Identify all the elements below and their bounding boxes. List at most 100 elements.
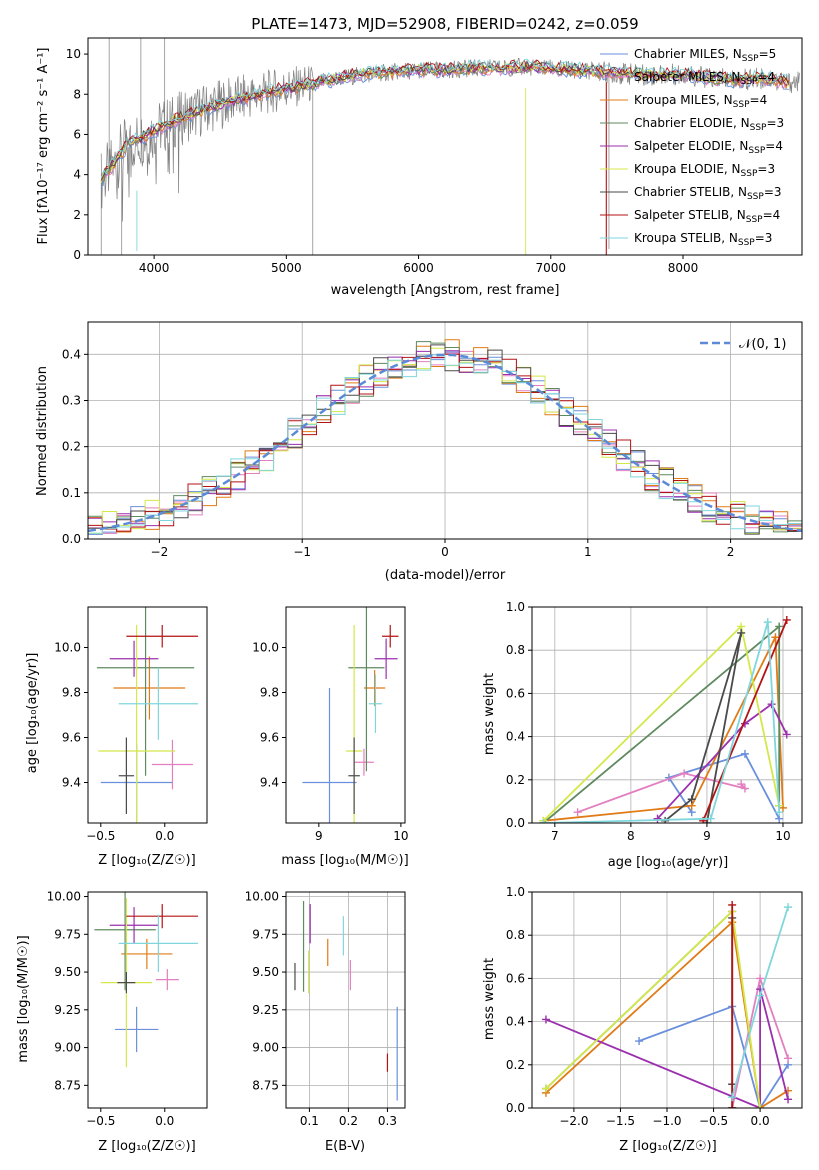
errorbar-salpeter-stelib xyxy=(126,904,199,929)
mass-z-ylabel: mass [log₁₀(M/M☉)] xyxy=(16,935,31,1062)
weight-series-salpeter-stelib xyxy=(699,615,791,823)
y-tick-label: 9.4 xyxy=(62,776,81,790)
y-tick-label: 9.25 xyxy=(252,1003,279,1017)
weight-marker xyxy=(767,700,776,709)
y-tick-label: 0.2 xyxy=(506,773,525,787)
y-tick-label: 0.8 xyxy=(506,643,525,657)
weight-marker xyxy=(728,900,737,909)
x-tick-label: 8000 xyxy=(668,261,699,275)
x-tick-label: 2 xyxy=(727,545,735,559)
axes: −0.5 0.0 9.4 9.6 9.8 10.0 xyxy=(54,606,208,844)
y-tick-label: 0.4 xyxy=(506,1015,525,1029)
weight-series-kroupa-elodie xyxy=(541,907,765,1108)
spectrum-legend: Chabrier MILES, NSSP=5 Salpeter MILES, NS… xyxy=(600,47,784,248)
x-tick-label: 10 xyxy=(393,829,408,843)
y-tick-label: 9.6 xyxy=(62,731,81,745)
weight-marker xyxy=(541,1084,550,1093)
axes-frame xyxy=(87,891,208,1109)
x-tick-label: 9 xyxy=(315,829,323,843)
errorbar-kroupa-stelib xyxy=(368,674,383,733)
y-tick-label: 9.75 xyxy=(252,927,279,941)
errorbar-salpeter-elodie xyxy=(109,640,159,677)
y-tick-label: 10.00 xyxy=(47,890,81,904)
weight-marker xyxy=(539,819,548,823)
errorbars xyxy=(94,892,199,1068)
weight-z-xlabel: Z [log₁₀(Z/Z☉)] xyxy=(619,1139,716,1154)
model-kroupa-stelib-line xyxy=(100,58,789,178)
y-tick-label: 0 xyxy=(73,248,81,262)
y-tick-label: 8.75 xyxy=(252,1078,279,1092)
y-tick-label: 10 xyxy=(66,47,81,61)
legend-label-salpeter-stelib: Salpeter STELIB, NSSP=4 xyxy=(634,208,780,225)
x-tick-label: 5000 xyxy=(271,261,302,275)
y-tick-label: 0.2 xyxy=(62,440,81,454)
weight-marker xyxy=(784,903,793,912)
weight-line xyxy=(545,988,789,1108)
histogram-kroupa-stelib xyxy=(88,354,802,539)
weight-marker xyxy=(756,974,765,983)
x-tick-label: 4000 xyxy=(139,261,170,275)
weight-lines xyxy=(539,615,791,823)
y-tick-label: 10.0 xyxy=(252,641,279,655)
weight-series-kroupa-stelib xyxy=(539,618,784,823)
y-tick-label: 0.3 xyxy=(62,393,81,407)
axes: −0.5 0.0 8.75 9.00 9.25 9.50 9.75 10.00 xyxy=(47,890,208,1128)
legend-label-chabrier-elodie: Chabrier ELODIE, NSSP=3 xyxy=(634,116,784,133)
weight-age-xlabel: age [log₁₀(age/yr)] xyxy=(608,855,729,870)
errorbar-chabrier-miles xyxy=(114,1006,159,1053)
ticks: −0.5 0.0 9.4 9.6 9.8 10.0 xyxy=(54,641,174,844)
errorbars xyxy=(302,607,399,823)
errorbar-chabrier-elodie xyxy=(96,607,195,776)
errorbar-chabrier-stelib xyxy=(117,972,136,994)
x-tick-label: −1.0 xyxy=(652,1114,681,1128)
y-tick-label: 2 xyxy=(73,208,81,222)
x-tick-label: 9 xyxy=(703,829,711,843)
weight-line xyxy=(702,619,788,822)
weight-marker xyxy=(541,1015,550,1024)
errorbar-kroupa-miles xyxy=(113,656,186,720)
weight-line xyxy=(664,632,743,823)
y-tick-label: 0.6 xyxy=(506,686,525,700)
y-tick-label: 0.1 xyxy=(62,486,81,500)
y-tick-label: 9.00 xyxy=(54,1041,81,1055)
ticks: 0.1 0.2 0.3 8.75 9.00 9.25 9.50 9.75 10.00 xyxy=(245,890,405,1128)
x-tick-label: 7 xyxy=(551,829,559,843)
y-tick-label: 0.0 xyxy=(506,1101,525,1115)
weight-marker xyxy=(740,784,749,793)
age-mass-xlabel: mass [log₁₀(M/M☉)] xyxy=(281,853,408,868)
x-tick-label: 10 xyxy=(775,829,790,843)
x-tick-label: 0.0 xyxy=(155,1114,174,1128)
errorbar-chabrier-miles xyxy=(302,688,357,823)
errorbar-chabrier-stelib xyxy=(348,737,360,814)
histograms xyxy=(88,339,802,539)
weight-marker xyxy=(782,615,791,624)
weight-line xyxy=(543,621,781,823)
y-tick-label: 8.75 xyxy=(54,1078,81,1092)
x-tick-label: −2.0 xyxy=(559,1114,588,1128)
weight-series-chabrier-miles xyxy=(664,749,784,823)
axes: 7 8 9 10 0.0 0.2 0.4 0.6 0.8 1.0 xyxy=(506,600,803,843)
x-tick-label: 0.2 xyxy=(339,1114,358,1128)
weight-marker xyxy=(653,814,662,823)
weight-lines xyxy=(541,900,793,1108)
weight-marker xyxy=(687,795,696,804)
weight-marker xyxy=(784,1095,793,1104)
model-salpeter-elodie-line xyxy=(100,62,790,182)
residuals-ylabel: Normed distribution xyxy=(35,366,50,496)
y-tick-label: 6 xyxy=(73,127,81,141)
x-tick-label: −0.5 xyxy=(86,829,115,843)
legend-label-chabrier-stelib: Chabrier STELIB, NSSP=3 xyxy=(634,185,782,202)
weight-marker xyxy=(728,1104,737,1108)
spectrum-ylabel: Flux [fλ10⁻¹⁷ erg cm⁻² s⁻¹ A⁻¹] xyxy=(36,48,51,245)
ticks: −0.5 0.0 8.75 9.00 9.25 9.50 9.75 10.00 xyxy=(47,890,175,1128)
ticks: 4000 5000 6000 7000 8000 0 2 4 6 8 10 xyxy=(66,47,699,275)
y-tick-label: 0.0 xyxy=(506,816,525,830)
age-z-ylabel: age [log₁₀(age/yr)] xyxy=(25,653,40,774)
legend-label-kroupa-elodie: Kroupa ELODIE, NSSP=3 xyxy=(634,162,775,179)
x-tick-label: 0.1 xyxy=(300,1114,319,1128)
y-tick-label: 9.8 xyxy=(62,686,81,700)
errorbars xyxy=(294,901,398,1101)
residuals-legend: 𝒩(0, 1) xyxy=(700,337,786,352)
y-tick-label: 9.6 xyxy=(260,731,279,745)
